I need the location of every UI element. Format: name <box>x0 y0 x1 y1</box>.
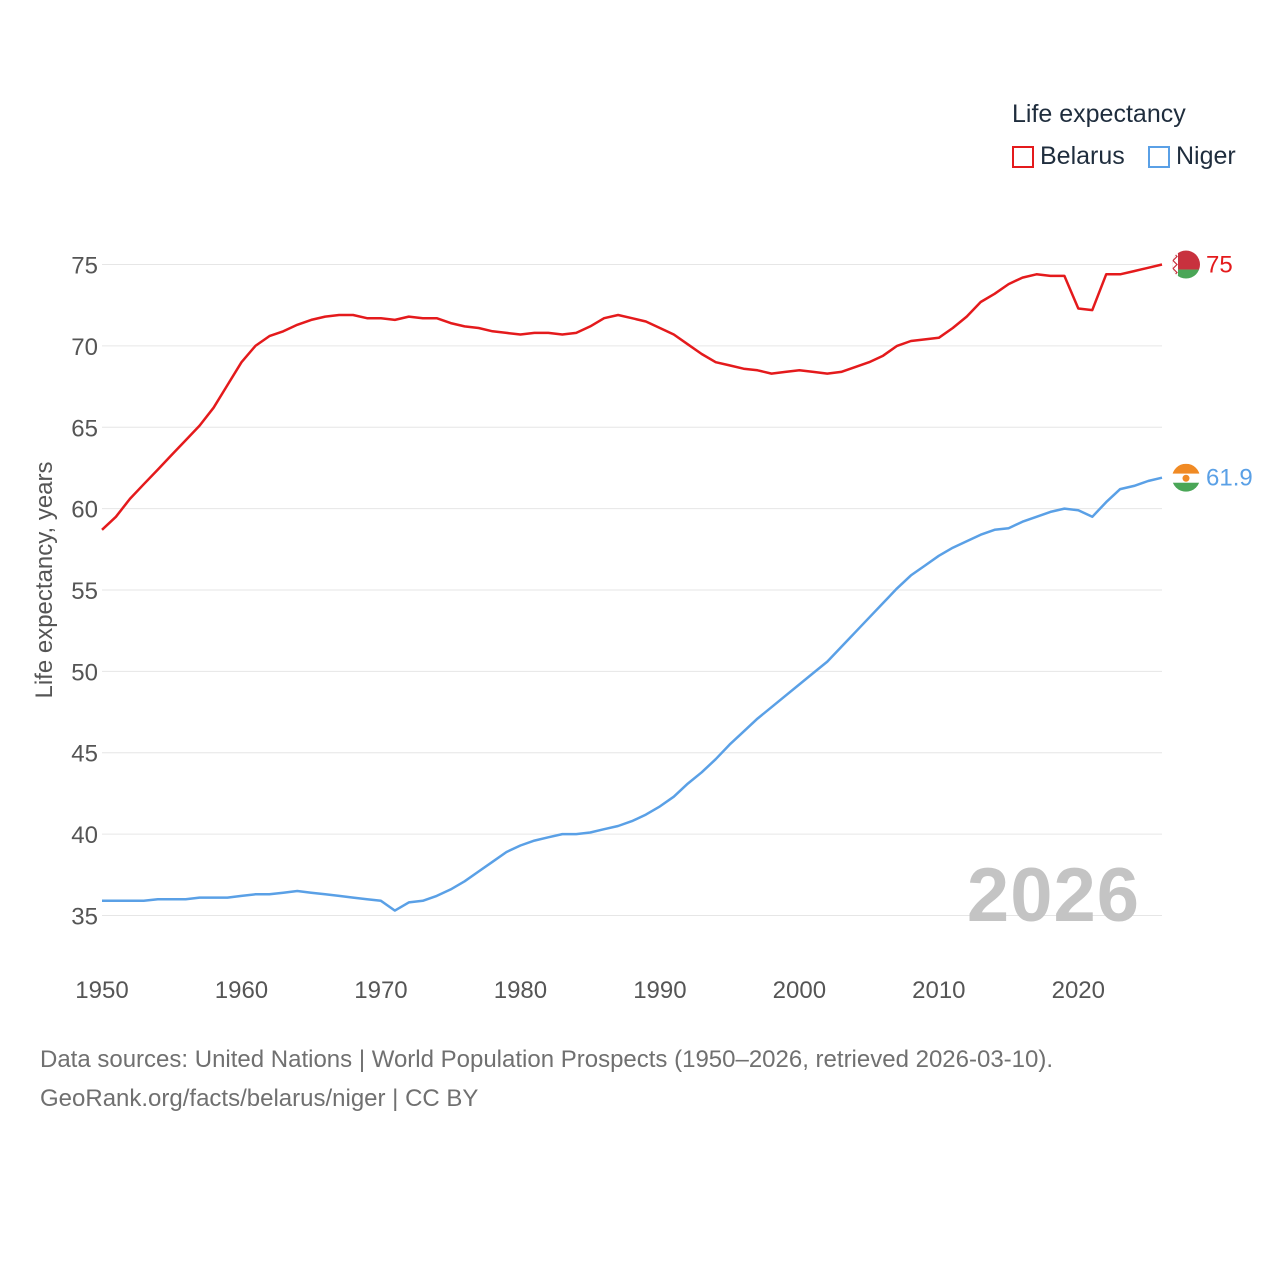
y-axis-ticks: 35 40 45 50 55 60 65 70 75 <box>71 253 98 931</box>
niger-flag-icon <box>1172 463 1200 492</box>
y-tick-label: 55 <box>71 578 98 605</box>
current-year-label: 2026 <box>966 853 1140 938</box>
x-tick-label: 1980 <box>494 977 547 1004</box>
x-tick-label: 2020 <box>1052 977 1105 1004</box>
x-tick-label: 1960 <box>215 977 268 1004</box>
x-tick-label: 1990 <box>633 977 686 1004</box>
grid-lines <box>102 264 1162 916</box>
y-tick-label: 65 <box>71 415 98 442</box>
belarus-end-value: 75 <box>1206 252 1233 279</box>
y-tick-label: 35 <box>71 903 98 930</box>
y-tick-label: 60 <box>71 497 98 524</box>
legend-swatch-niger <box>1148 145 1170 168</box>
x-tick-label: 2010 <box>912 977 965 1004</box>
x-axis-ticks: 1950 1960 1970 1980 1990 2000 2010 2020 <box>75 977 1105 1004</box>
y-axis-label: Life expectancy, years <box>31 461 58 698</box>
legend-label-niger: Niger <box>1176 142 1236 170</box>
niger-end-value: 61.9 <box>1206 465 1253 492</box>
x-tick-label: 2000 <box>773 977 826 1004</box>
footer-link[interactable]: GeoRank.org/facts/belarus/niger | CC BY <box>40 1085 479 1112</box>
legend-title: Life expectancy <box>1012 100 1186 128</box>
footer-sources: Data sources: United Nations | World Pop… <box>40 1046 1054 1073</box>
y-tick-label: 50 <box>71 659 98 686</box>
legend-item-niger[interactable]: Niger <box>1148 142 1236 171</box>
belarus-flag-icon <box>1172 250 1200 279</box>
y-tick-label: 70 <box>71 334 98 361</box>
y-tick-label: 45 <box>71 741 98 768</box>
series-lines <box>101 263 1163 912</box>
series-line-belarus <box>101 263 1163 531</box>
series-line-niger <box>102 476 1163 912</box>
legend-item-belarus[interactable]: Belarus <box>1012 142 1125 171</box>
x-tick-label: 1950 <box>75 977 128 1004</box>
legend-swatch-belarus <box>1012 145 1034 168</box>
y-tick-label: 40 <box>71 822 98 849</box>
legend-label-belarus: Belarus <box>1040 142 1125 170</box>
y-tick-label: 75 <box>71 253 98 280</box>
x-tick-label: 1970 <box>354 977 407 1004</box>
